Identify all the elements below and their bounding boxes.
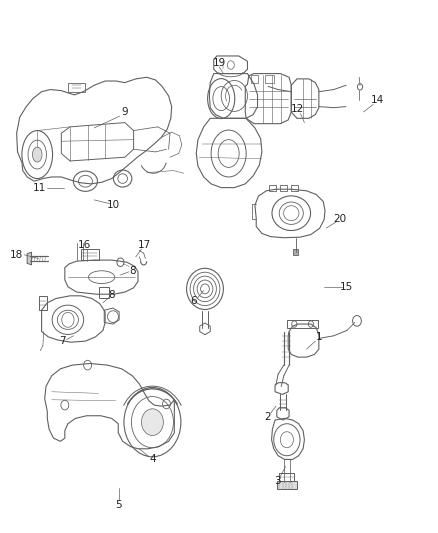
Text: 8: 8 <box>129 266 136 276</box>
Text: 6: 6 <box>191 296 198 306</box>
Polygon shape <box>27 252 32 265</box>
Text: 14: 14 <box>371 95 384 105</box>
Text: 2: 2 <box>264 412 271 422</box>
Text: 20: 20 <box>333 214 346 223</box>
Circle shape <box>141 409 163 435</box>
Text: 19: 19 <box>212 58 226 68</box>
Text: 3: 3 <box>274 476 281 486</box>
Text: 15: 15 <box>339 282 353 292</box>
Text: 18: 18 <box>10 250 23 260</box>
Text: 17: 17 <box>138 240 151 250</box>
Ellipse shape <box>32 147 42 162</box>
Text: 9: 9 <box>121 107 128 117</box>
Text: 7: 7 <box>59 336 66 346</box>
Polygon shape <box>277 481 297 489</box>
Text: 1: 1 <box>315 332 322 342</box>
Text: 4: 4 <box>149 455 156 464</box>
Polygon shape <box>293 249 298 255</box>
Text: 8: 8 <box>108 290 115 300</box>
Text: 11: 11 <box>33 183 46 192</box>
Text: 10: 10 <box>106 200 120 210</box>
Text: 12: 12 <box>291 104 304 114</box>
Text: 16: 16 <box>78 240 91 250</box>
Text: 5: 5 <box>115 500 122 510</box>
